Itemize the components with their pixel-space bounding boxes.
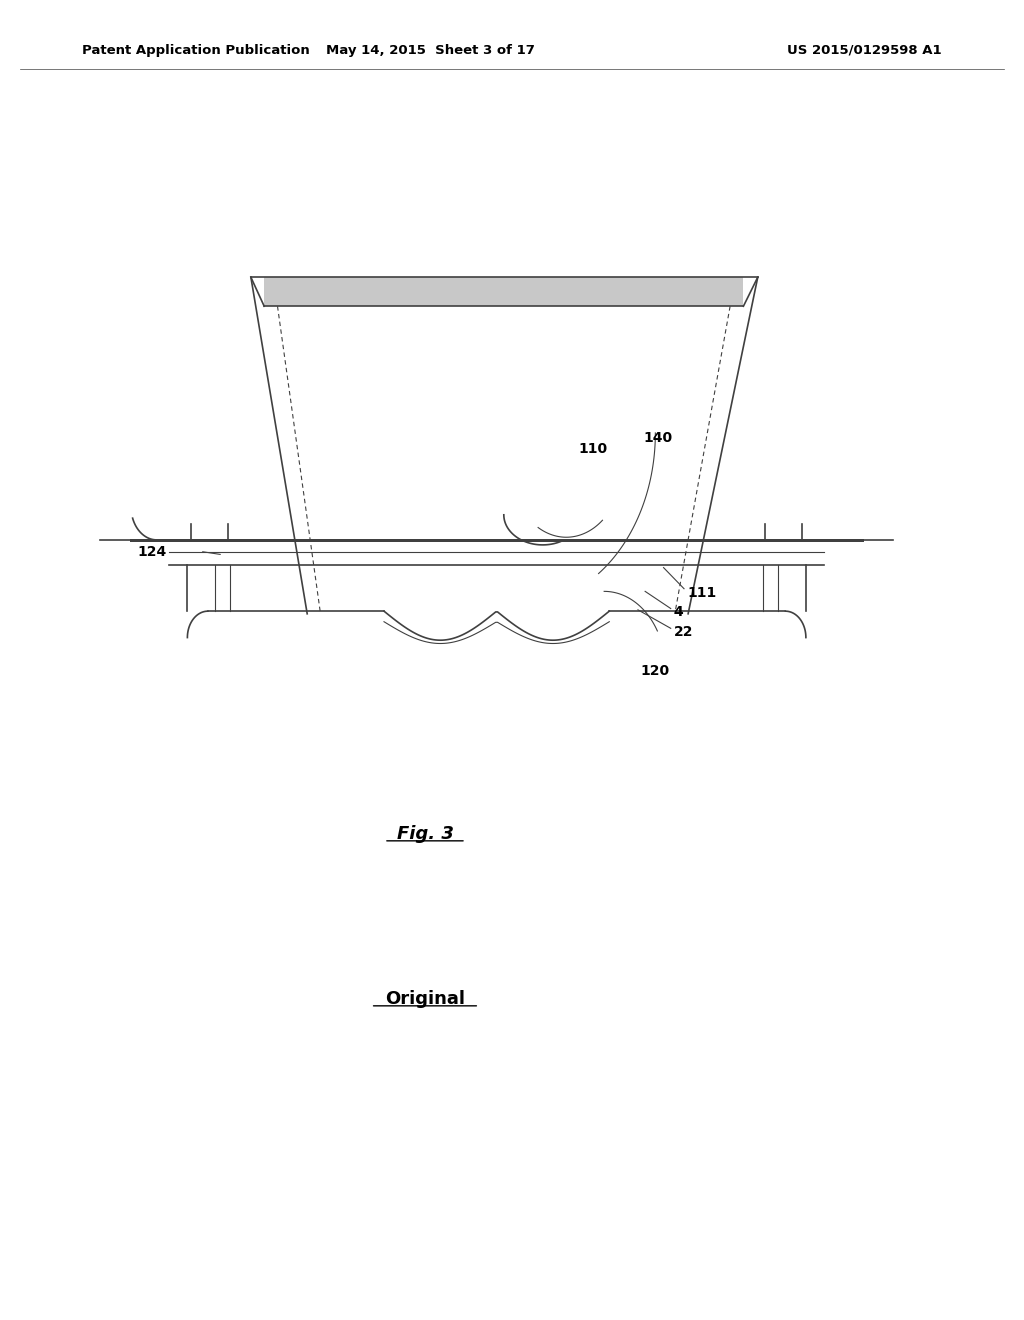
Text: Fig. 3: Fig. 3 bbox=[396, 825, 454, 843]
Text: 124: 124 bbox=[137, 545, 167, 558]
Text: 120: 120 bbox=[640, 664, 669, 677]
Text: Patent Application Publication: Patent Application Publication bbox=[82, 44, 309, 57]
Text: US 2015/0129598 A1: US 2015/0129598 A1 bbox=[787, 44, 942, 57]
Text: 140: 140 bbox=[643, 432, 672, 445]
Text: 4: 4 bbox=[674, 606, 684, 619]
Text: 22: 22 bbox=[674, 626, 693, 639]
Text: May 14, 2015  Sheet 3 of 17: May 14, 2015 Sheet 3 of 17 bbox=[326, 44, 535, 57]
Text: 111: 111 bbox=[687, 586, 717, 599]
Bar bbox=[264, 277, 743, 306]
Text: 110: 110 bbox=[579, 442, 607, 455]
Text: Original: Original bbox=[385, 990, 465, 1008]
